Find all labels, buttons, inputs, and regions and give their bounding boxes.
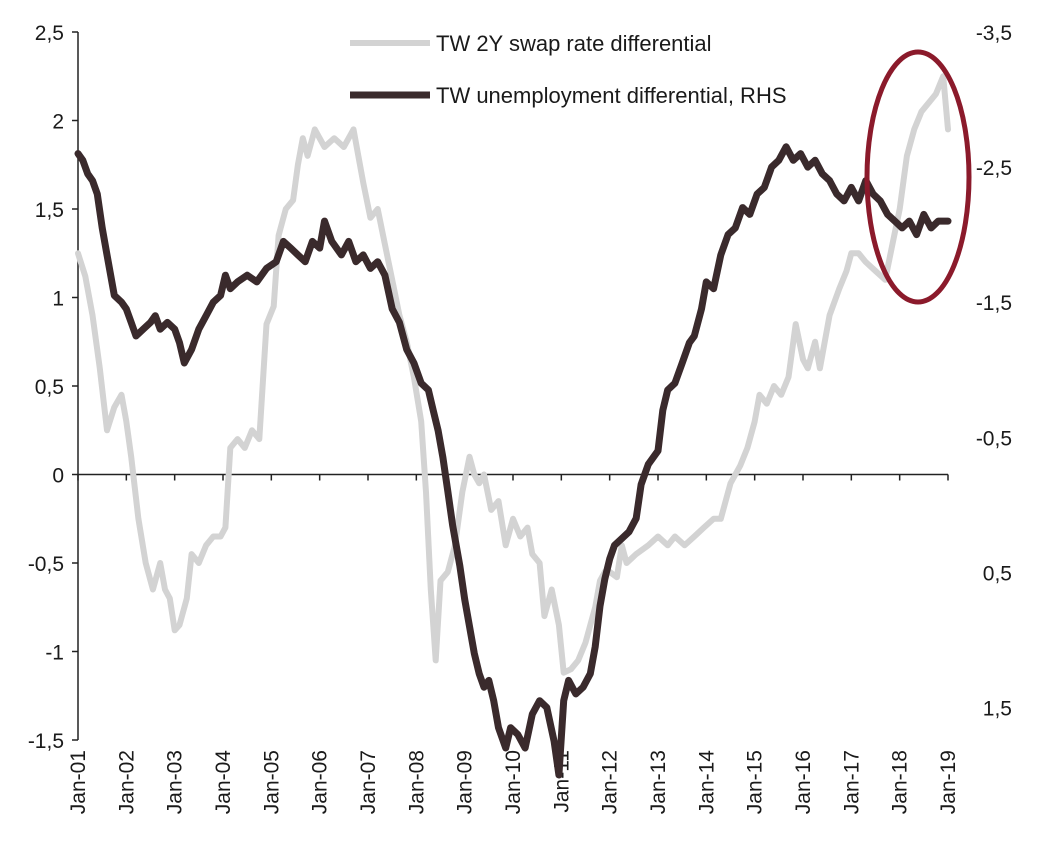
series-line-swap-rate: [75, 73, 951, 676]
x-tick-label: Jan-14: [695, 750, 718, 815]
highlight-ellipse: [864, 49, 972, 305]
left-tick-label: 1,5: [35, 199, 64, 222]
annotation-layer: [864, 49, 972, 305]
x-tick-label: Jan-12: [599, 750, 622, 814]
x-tick-label: Jan-18: [889, 750, 912, 814]
x-tick-label: Jan-09: [454, 750, 477, 814]
left-tick-label: 1: [52, 288, 64, 311]
right-tick-label: -3,5: [976, 22, 1012, 45]
x-tick-label: Jan-04: [212, 750, 235, 815]
x-tick-label: Jan-01: [67, 750, 90, 814]
x-axis: Jan-01 Jan-02 Jan-03 Jan-04 Jan-05 Jan-06 Jan-…: [67, 473, 960, 815]
x-tick-label: Jan-08: [405, 750, 428, 814]
x-tick-label: Jan-10: [502, 750, 525, 814]
right-tick-label: -1,5: [976, 292, 1012, 315]
legend: TW 2Y swap rate differential TW unemploy…: [350, 31, 787, 108]
x-tick-label: Jan-16: [792, 750, 815, 814]
right-tick-label: -2,5: [976, 157, 1012, 180]
left-y-axis: 2,5 2 1,5 1 0,5 0 -0,5 -1 -1,5: [28, 22, 79, 753]
x-tick-label: Jan-02: [115, 750, 138, 814]
right-tick-label: 1,5: [983, 697, 1012, 720]
x-tick-label: Jan-03: [164, 750, 187, 814]
left-tick-label: 2: [52, 111, 64, 134]
legend-label-unemployment: TW unemployment differential, RHS: [436, 83, 787, 108]
legend-label-swap: TW 2Y swap rate differential: [436, 31, 712, 56]
left-tick-label: -1: [45, 642, 64, 665]
series-layer: [74, 73, 952, 779]
x-tick-label: Jan-07: [357, 750, 380, 814]
x-tick-label: Jan-05: [260, 750, 283, 814]
right-y-axis: -3,5 -2,5 -1,5 -0,5 0,5 1,5: [976, 22, 1012, 720]
x-tick-label: Jan-06: [309, 750, 332, 814]
left-tick-label: -0,5: [28, 553, 64, 576]
x-tick-label: Jan-19: [937, 750, 960, 814]
left-tick-label: 0: [52, 465, 64, 488]
left-tick-label: 0,5: [35, 376, 64, 399]
right-tick-label: 0,5: [983, 562, 1012, 585]
left-tick-label: -1,5: [28, 730, 64, 753]
left-tick-label: 2,5: [35, 22, 64, 45]
x-tick-label: Jan-17: [840, 750, 863, 814]
x-tick-label: Jan-15: [744, 750, 767, 814]
x-tick-label: Jan-13: [647, 750, 670, 814]
series-line-unemployment: [74, 143, 952, 779]
right-tick-label: -0,5: [976, 427, 1012, 450]
